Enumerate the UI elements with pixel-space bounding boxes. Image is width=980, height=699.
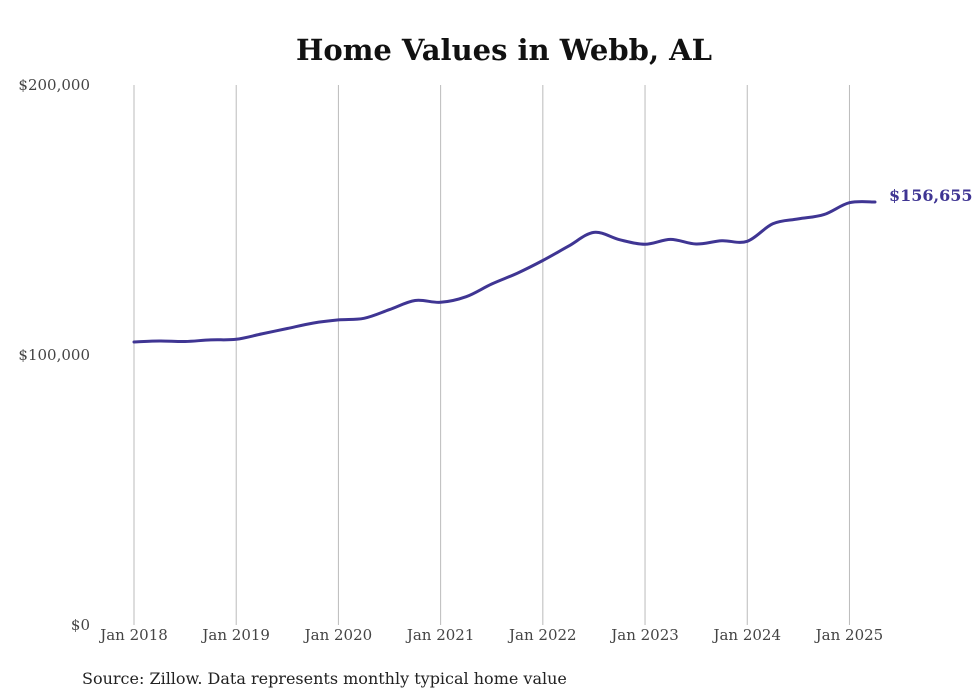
x-tick-label: Jan 2018	[98, 626, 168, 644]
source-note: Source: Zillow. Data represents monthly …	[82, 669, 567, 688]
y-axis: $0 $100,000 $200,000	[18, 76, 90, 634]
x-tick-label: Jan 2024	[711, 626, 781, 644]
x-axis: Jan 2018 Jan 2019 Jan 2020 Jan 2021 Jan 2022…	[98, 626, 883, 644]
y-tick-label: $200,000	[18, 76, 90, 94]
x-tick-label: Jan 2025	[814, 626, 884, 644]
end-value-label: $156,655	[889, 186, 973, 205]
grid	[133, 85, 850, 625]
x-tick-label: Jan 2022	[507, 626, 577, 644]
x-tick-label: Jan 2023	[609, 626, 679, 644]
chart-title: Home Values in Webb, AL	[296, 33, 712, 67]
y-tick-label: $0	[71, 616, 90, 634]
x-tick-label: Jan 2021	[405, 626, 475, 644]
x-tick-label: Jan 2020	[303, 626, 373, 644]
x-tick-label: Jan 2019	[200, 626, 270, 644]
series-line	[132, 200, 877, 344]
series-layer: $156,655	[132, 186, 973, 344]
y-tick-label: $100,000	[18, 346, 90, 364]
